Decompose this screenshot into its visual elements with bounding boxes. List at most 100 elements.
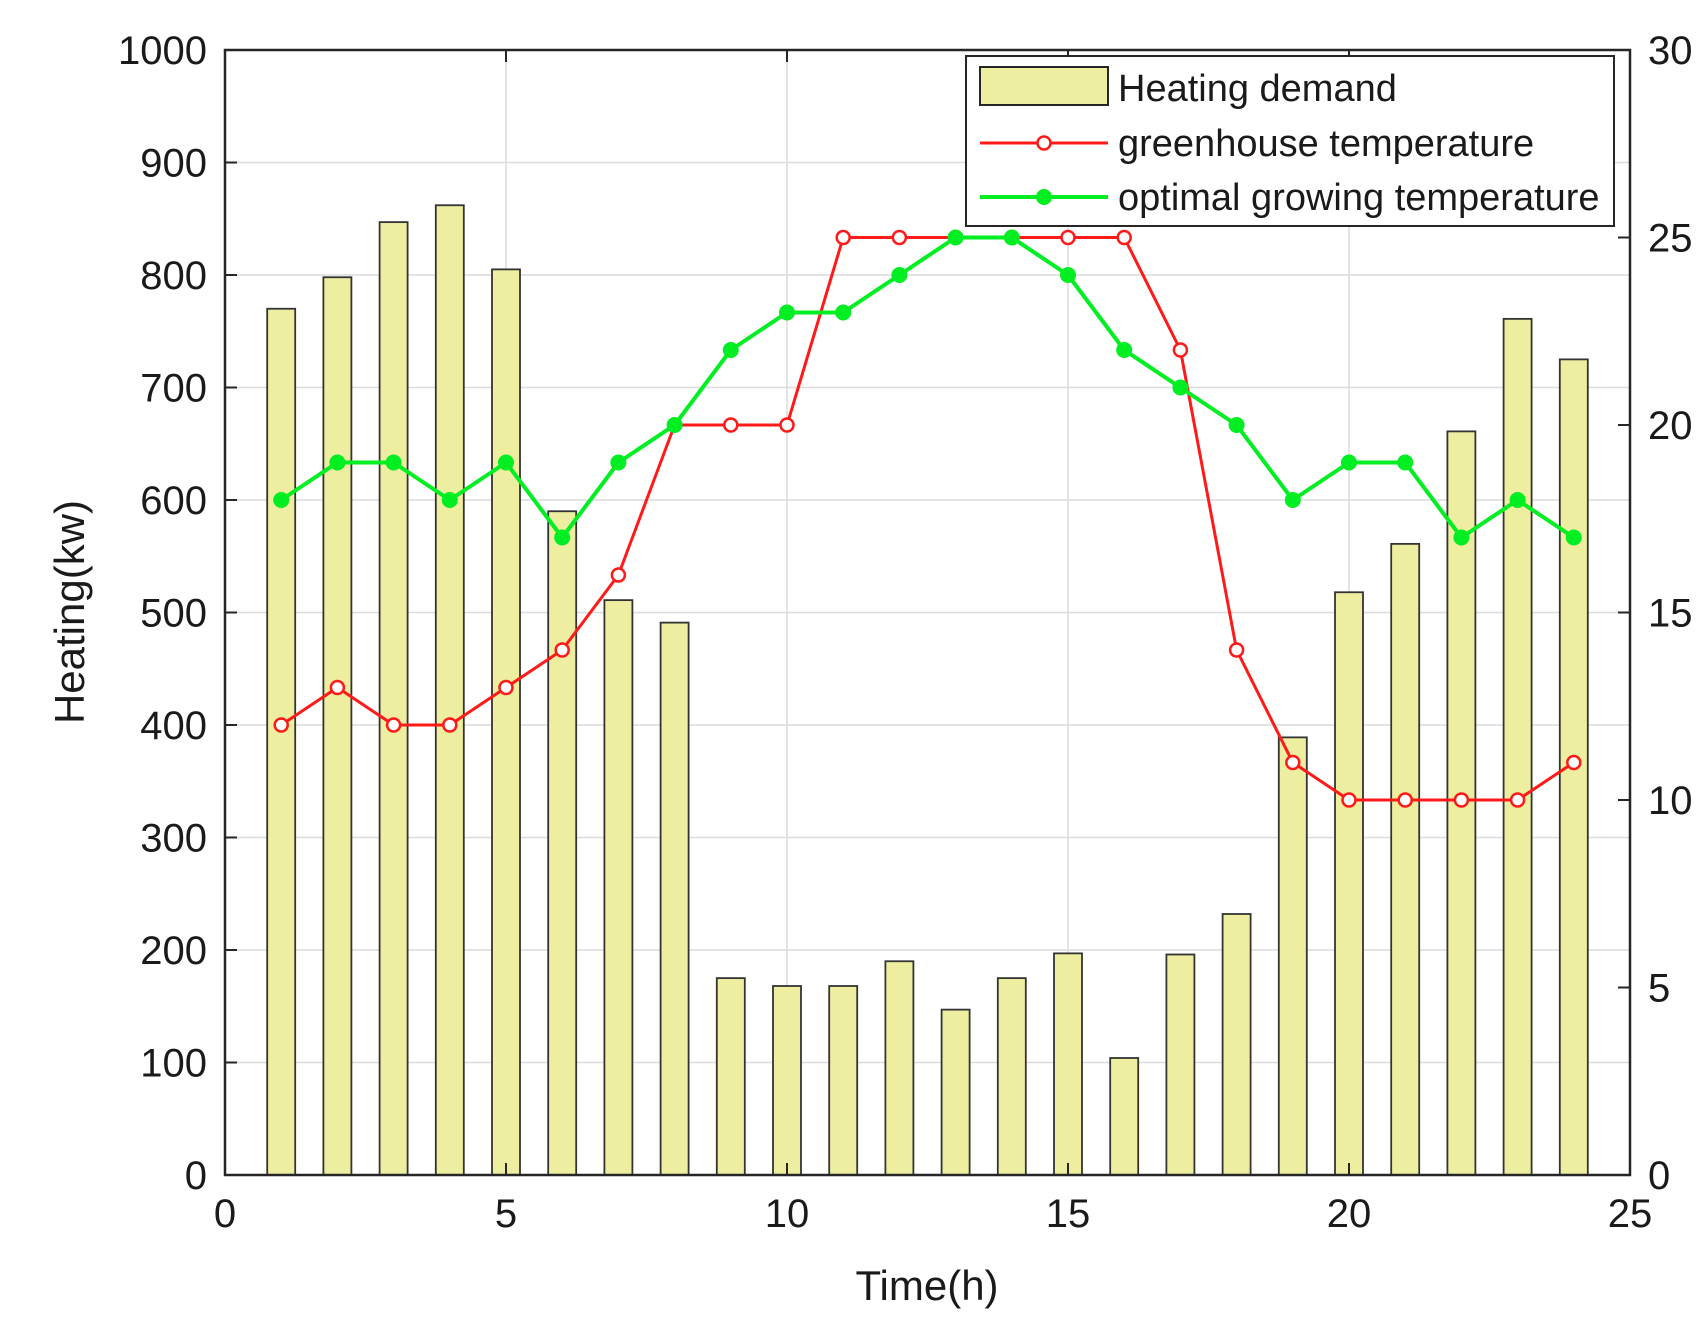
point-optimal-growing-temperature [498, 454, 514, 471]
point-greenhouse-temperature [1341, 792, 1357, 808]
y2-tick-label: 5 [1648, 967, 1670, 1011]
bar-heating-demand [659, 621, 690, 1176]
point-greenhouse-temperature [442, 717, 458, 733]
bar-heating-demand [996, 977, 1027, 1176]
x-tick-label: 15 [1046, 1192, 1091, 1236]
point-greenhouse-temperature [385, 717, 402, 733]
legend: Heating demand greenhouse temperature op… [965, 55, 1615, 227]
y-tick-label: 900 [140, 142, 207, 186]
legend-label-greenhouse-temperature: greenhouse temperature [1118, 123, 1534, 165]
bar-heating-demand [1502, 317, 1533, 1176]
bar-heating-demand [828, 985, 859, 1176]
point-optimal-growing-temperature [666, 417, 683, 433]
point-optimal-growing-temperature [1284, 492, 1301, 508]
line-series [273, 229, 1582, 808]
bar-heating-demand [884, 960, 915, 1176]
x-axis-title: Time(h) [855, 1262, 998, 1309]
y2-tick-label: 20 [1648, 404, 1693, 448]
y-tick-label: 500 [140, 592, 207, 636]
bar-heating-demand [715, 977, 746, 1176]
point-greenhouse-temperature [1453, 792, 1470, 808]
point-greenhouse-temperature [1228, 642, 1245, 658]
point-optimal-growing-temperature [1116, 342, 1133, 358]
point-optimal-growing-temperature [385, 454, 402, 471]
bar-heating-demand [1053, 952, 1083, 1176]
point-optimal-growing-temperature [835, 304, 852, 321]
point-optimal-growing-temperature [1509, 492, 1526, 508]
point-optimal-growing-temperature [610, 454, 627, 471]
point-optimal-growing-temperature [273, 492, 290, 508]
x-tick-label: 5 [495, 1192, 517, 1236]
legend-swatch-heating-demand [979, 66, 1109, 106]
point-greenhouse-temperature [498, 679, 514, 696]
line-greenhouse-temperature [280, 236, 1575, 802]
point-greenhouse-temperature [891, 229, 908, 246]
y-tick-label: 200 [140, 929, 207, 973]
point-greenhouse-temperature [835, 229, 851, 246]
point-optimal-growing-temperature [1341, 454, 1357, 471]
point-greenhouse-temperature [779, 417, 795, 433]
x-tick-label: 0 [214, 1192, 236, 1236]
point-greenhouse-temperature [1172, 342, 1189, 358]
point-optimal-growing-temperature [329, 454, 346, 471]
bar-heating-demand [491, 268, 521, 1176]
y-tick-label: 800 [140, 254, 207, 298]
bar-heating-demand [547, 510, 578, 1176]
point-greenhouse-temperature [723, 417, 739, 433]
y-tick-label: 0 [185, 1154, 207, 1198]
y2-tick-label: 10 [1648, 779, 1693, 823]
bar-heating-demand [1390, 542, 1421, 1176]
y-tick-label: 400 [140, 704, 207, 748]
point-greenhouse-temperature [610, 567, 627, 583]
y-tick-label: 700 [140, 367, 207, 411]
legend-marker-optimal-growing-temperature [1036, 189, 1052, 205]
bar-heating-demand [1334, 591, 1364, 1176]
bar-heating-demand [1221, 913, 1252, 1176]
point-greenhouse-temperature [554, 642, 570, 658]
tick-labels: 0 5 10 15 20 25010020030040050060070080090010… [118, 29, 1692, 1236]
point-optimal-growing-temperature [554, 529, 571, 546]
point-greenhouse-temperature [273, 717, 289, 733]
point-optimal-growing-temperature [779, 304, 795, 321]
y-tick-label: 100 [140, 1042, 207, 1086]
bar-heating-demand [603, 599, 634, 1176]
point-greenhouse-temperature [1060, 229, 1076, 246]
point-optimal-growing-temperature [1565, 529, 1582, 546]
bar-heating-demand [1109, 1057, 1140, 1176]
bar-heating-demand [772, 985, 802, 1176]
point-greenhouse-temperature [1285, 754, 1301, 771]
bar-heating-demand [1165, 953, 1196, 1176]
legend-label-optimal-growing-temperature: optimal growing temperature [1118, 177, 1600, 219]
y-tick-label: 300 [140, 817, 207, 861]
point-greenhouse-temperature [1116, 229, 1132, 246]
point-optimal-growing-temperature [1228, 417, 1245, 433]
point-optimal-growing-temperature [1060, 267, 1076, 283]
bar-heating-demand [266, 307, 297, 1176]
bar-heating-demand [1277, 736, 1308, 1176]
point-optimal-growing-temperature [891, 267, 908, 283]
y-tick-label: 600 [140, 479, 207, 523]
y2-tick-label: 30 [1648, 29, 1693, 73]
bar-heating-demand [434, 204, 465, 1176]
point-greenhouse-temperature [1397, 792, 1413, 808]
bar-heating-demand [940, 1008, 971, 1176]
point-optimal-growing-temperature [722, 342, 739, 358]
x-tick-label: 20 [1327, 1192, 1372, 1236]
line-optimal-growing-temperature [280, 235, 1575, 540]
y-tick-label: 1000 [118, 29, 207, 73]
point-optimal-growing-temperature [1172, 379, 1189, 396]
point-optimal-growing-temperature [1003, 229, 1020, 246]
point-greenhouse-temperature [1509, 792, 1526, 808]
point-optimal-growing-temperature [1397, 454, 1414, 471]
x-tick-label: 10 [765, 1192, 810, 1236]
legend-marker-greenhouse-temperature [1036, 135, 1052, 151]
bar-heating-demand [378, 221, 409, 1176]
x-tick-label: 25 [1608, 1192, 1653, 1236]
point-optimal-growing-temperature [1453, 529, 1470, 546]
point-greenhouse-temperature [329, 679, 346, 696]
y-axis-title: Heating(kw) [46, 500, 93, 724]
y2-tick-label: 0 [1648, 1154, 1670, 1198]
bar-heating-demand [322, 276, 353, 1176]
point-optimal-growing-temperature [947, 229, 964, 246]
